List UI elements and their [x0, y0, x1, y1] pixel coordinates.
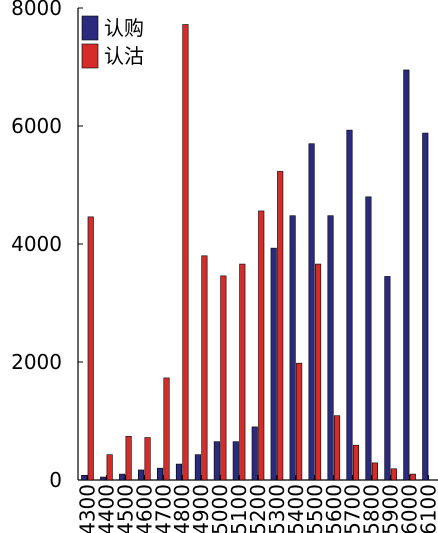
bar-put-5500 — [315, 263, 322, 481]
x-tick-label-5200: 5200 — [246, 484, 270, 533]
bar-put-5700 — [352, 444, 360, 481]
bar-put-4600 — [144, 437, 151, 481]
bar-put-4400 — [106, 454, 113, 481]
bar-call-4700 — [156, 467, 164, 481]
bar-call-4300 — [81, 474, 88, 481]
bar-put-5000 — [220, 275, 227, 481]
bar-put-4900 — [201, 255, 208, 481]
bar-call-4500 — [119, 473, 126, 481]
x-tick-label-4800: 4800 — [170, 484, 194, 533]
y-tick-label-4000: 4000 — [11, 232, 62, 256]
y-tick-label-8000: 8000 — [11, 0, 62, 20]
legend-label-call: 认购 — [104, 16, 144, 40]
bar-put-4700 — [163, 377, 170, 481]
bar-put-5900 — [390, 468, 397, 481]
bar-call-5000 — [213, 441, 220, 481]
bar-call-5500 — [308, 143, 315, 481]
bar-put-5100 — [239, 263, 246, 481]
x-tick-label-5400: 5400 — [284, 484, 308, 533]
bar-put-6000 — [409, 473, 416, 481]
bar-call-4400 — [100, 476, 107, 481]
x-tick-label-6100: 6100 — [417, 484, 438, 533]
x-tick-label-5500: 5500 — [303, 484, 327, 533]
bar-put-5200 — [258, 210, 265, 481]
bar-call-5300 — [270, 247, 277, 481]
bar-put-5400 — [296, 362, 303, 481]
x-tick-label-6000: 6000 — [398, 484, 422, 533]
bar-put-5600 — [333, 415, 341, 481]
bar-put-4800 — [182, 24, 189, 481]
bar-put-5300 — [277, 171, 284, 481]
bar-call-5700 — [346, 129, 353, 481]
x-tick-label-5800: 5800 — [360, 484, 384, 533]
bar-call-5600 — [327, 215, 334, 481]
bar-call-5200 — [251, 426, 258, 481]
x-tick-label-5000: 5000 — [208, 484, 232, 533]
x-tick-label-5600: 5600 — [322, 484, 346, 533]
x-tick-label-4500: 4500 — [113, 484, 137, 533]
x-tick-label-4600: 4600 — [132, 484, 156, 533]
bar-call-5800 — [365, 196, 372, 481]
bar-call-5100 — [232, 441, 239, 481]
bars — [81, 24, 429, 481]
y-tick-label-0: 0 — [49, 468, 62, 492]
bar-call-5900 — [384, 276, 391, 481]
legend-swatch-put — [81, 43, 99, 69]
bar-call-4600 — [138, 469, 145, 481]
x-tick-label-4700: 4700 — [151, 484, 175, 533]
x-tick-label-4400: 4400 — [94, 484, 118, 533]
bar-put-5800 — [371, 462, 378, 481]
legend-swatch-call — [81, 15, 99, 41]
x-tick-label-4900: 4900 — [189, 484, 213, 533]
bar-call-4900 — [194, 454, 201, 481]
x-tick-label-5100: 5100 — [227, 484, 251, 533]
y-tick-label-2000: 2000 — [11, 350, 62, 374]
bar-call-6100 — [422, 132, 429, 481]
x-tick-labels: 4300440045004600470048004900500051005200… — [75, 475, 438, 533]
x-tick-label-4300: 4300 — [75, 484, 99, 533]
bar-call-5400 — [289, 215, 296, 481]
bar-put-4300 — [87, 216, 94, 481]
x-tick-label-5700: 5700 — [341, 484, 365, 533]
legend-label-put: 认沽 — [104, 44, 144, 68]
y-tick-label-6000: 6000 — [11, 114, 62, 138]
bar-call-6000 — [403, 69, 410, 481]
x-tick-label-5300: 5300 — [265, 484, 289, 533]
bar-call-4800 — [175, 463, 183, 481]
bar-put-4500 — [125, 436, 132, 481]
x-tick-label-5900: 5900 — [379, 484, 403, 533]
y-tick-labels: 0 2000 4000 6000 8000 — [11, 0, 83, 492]
